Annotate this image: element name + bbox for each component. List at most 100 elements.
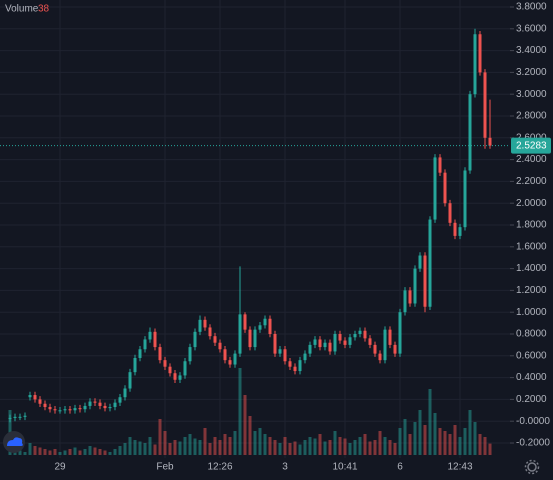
volume-bar [433,413,437,455]
candle-body [113,402,117,408]
volume-bar [343,438,347,455]
volume-bar [138,441,142,455]
candle-body [358,330,362,334]
candles [8,28,492,423]
y-tick-label: 2.8000 [516,111,547,122]
time-axis: 29 Feb 12:26 3 10:41 6 12:43 [54,462,473,473]
volume-bar [193,438,197,455]
last-price-tag [511,137,551,154]
candle-body [23,415,27,417]
candle-body [238,314,242,354]
volume-pane [8,368,492,455]
candle-body [458,227,462,236]
volume-bar [348,443,352,455]
candle-body [268,318,272,334]
candle-body [428,219,432,307]
volume-bar [308,437,312,455]
volume-bar [398,428,402,455]
gear-icon[interactable] [527,462,537,472]
volume-bar [128,437,132,455]
volume-bar [298,444,302,455]
candle-body [363,330,367,339]
volume-bar [228,437,232,455]
candle-body [318,339,322,348]
volume-bar [18,450,22,455]
volume-bar [408,434,412,455]
candle-body [118,397,122,403]
candle-body [233,353,237,365]
candle-body [313,339,317,345]
volume-bar [118,446,122,455]
volume-bar [73,447,77,455]
candle-body [263,318,267,326]
volume-bar [483,437,487,455]
candle-body [398,312,402,354]
volume-bar [23,452,27,455]
candle-body [333,334,337,352]
volume-bar [463,428,467,455]
candle-body [288,361,292,367]
volume-bar [148,437,152,455]
volume-bar [78,450,82,455]
y-tick-label: 0.2000 [516,394,547,405]
candle-body [178,375,182,380]
volume-bar [248,416,252,455]
candle-body [68,409,72,411]
x-tick-label: Feb [156,462,174,473]
candle-body [473,34,477,95]
candle-body [183,361,187,376]
x-tick-label: 3 [282,462,288,473]
volume-bar [238,368,242,455]
volume-bar [338,437,342,455]
volume-bar [438,428,442,455]
volume-bar [423,425,427,455]
volume-bar [283,437,287,455]
gear-teeth[interactable] [524,459,540,475]
volume-bar [488,443,492,455]
volume-bar [108,452,112,455]
volume-bar [153,444,157,455]
candle-body [43,403,47,408]
volume-bar [473,422,477,455]
candle-body [393,344,397,354]
last-price-label: 2.5283 [516,140,547,151]
candle-body [138,349,142,358]
candle-body [293,366,297,372]
volume-bar [223,434,227,455]
y-tick-label: 3.4000 [516,45,547,56]
candle-body [18,416,22,418]
candle-body [253,329,257,348]
candle-body [388,329,392,345]
candle-body [373,344,377,354]
candle-body [168,366,172,374]
candle-body [453,222,457,236]
candle-body [218,342,222,350]
volume-bar [278,443,282,455]
candle-body [38,399,42,404]
candle-body [133,357,137,373]
candle-body [223,349,227,361]
settings-button[interactable] [524,459,540,475]
volume-bar [303,440,307,455]
candle-body [463,170,467,228]
volume-bar [38,447,42,455]
candle-body [188,347,192,362]
candle-body [248,329,252,348]
volume-bar [328,440,332,455]
volume-bar [378,431,382,455]
candle-body [53,409,57,411]
candle-body [8,417,12,420]
y-tick-label: 2.2000 [516,176,547,187]
candle-body [488,137,492,146]
volume-bar [363,434,367,455]
volume-bar [43,449,47,455]
volume-legend: Volume [5,4,39,15]
candle-body [328,342,332,352]
logo[interactable] [3,431,25,453]
volume-bar [353,440,357,455]
candle-body [343,340,347,345]
candle-body [278,349,282,354]
logo-icon[interactable] [7,437,23,446]
candle-body [58,410,62,412]
